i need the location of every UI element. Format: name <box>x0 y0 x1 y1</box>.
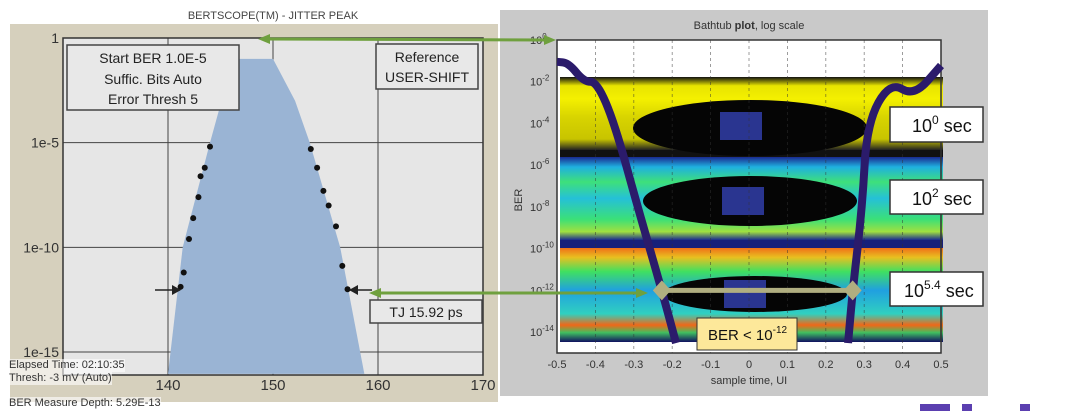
eye-center-square <box>722 187 764 215</box>
tj-value: TJ 15.92 ps <box>389 304 462 320</box>
bathtub-curve <box>556 57 680 345</box>
label-1e2-sec: 102 sec <box>889 179 984 215</box>
ber-threshold-label: BER < 10-12 <box>696 317 798 351</box>
connector-arrow-tj <box>369 288 648 298</box>
ber-marker-line <box>652 280 862 301</box>
elapsed-time: Elapsed Time: 02:10:35 <box>9 359 125 372</box>
left-points <box>177 143 351 293</box>
jitter-area <box>168 58 365 374</box>
marker-diamond <box>843 280 862 301</box>
right-ylabel: BER <box>513 189 525 212</box>
data-point <box>197 173 204 180</box>
settings-line: Start BER 1.0E-5 <box>99 50 207 66</box>
data-point <box>333 223 339 230</box>
svg-text:BER < 10-12: BER < 10-12 <box>708 325 788 344</box>
y-tick-label: 1e-5 <box>31 135 59 151</box>
y-tick-label: 10-8 <box>530 199 550 214</box>
data-point <box>207 143 213 150</box>
data-point <box>314 164 321 171</box>
data-point <box>325 202 332 209</box>
data-point <box>201 164 208 171</box>
x-tick-label: 0.3 <box>857 359 872 371</box>
data-point <box>320 187 327 194</box>
y-tick-label: 10-6 <box>530 157 550 172</box>
x-tick-label: 0.4 <box>895 359 910 371</box>
y-tick-label: 10-2 <box>530 74 550 89</box>
reference-line: USER-SHIFT <box>385 69 469 85</box>
data-point <box>339 262 346 269</box>
x-tick-label: -0.2 <box>663 359 682 371</box>
marker-diamond <box>652 280 671 301</box>
tj-bracket-right <box>349 285 372 295</box>
svg-text:102 sec: 102 sec <box>912 186 972 209</box>
band-separator <box>560 240 943 248</box>
x-tick-label: -0.5 <box>548 359 567 371</box>
connector-arrow-top <box>258 34 556 45</box>
eye-center-square <box>720 112 762 140</box>
label-1e5.4-sec: 105.4 sec <box>889 271 984 307</box>
x-tick-label: -0.3 <box>624 359 643 371</box>
tj-bracket-left <box>155 285 181 295</box>
y-tick-label: 10-10 <box>530 241 554 256</box>
y-tick-label: 1e-10 <box>23 239 59 255</box>
reference-box: Reference USER-SHIFT <box>375 43 479 90</box>
data-point <box>180 269 187 276</box>
eye-heatmap <box>560 77 943 342</box>
data-point <box>190 215 197 222</box>
x-tick-label: 0.1 <box>780 359 795 371</box>
y-tick-label: 1e-15 <box>23 344 59 360</box>
x-tick-label: 0 <box>746 359 752 371</box>
svg-text:100 sec: 100 sec <box>912 113 972 136</box>
x-tick-label: 140 <box>155 377 180 394</box>
reference-line: Reference <box>395 49 460 65</box>
x-tick-label: 170 <box>470 377 495 394</box>
data-point <box>186 236 192 243</box>
left-ticks: 140 150 160 170 1 1e-5 1e-10 1e-15 <box>23 30 495 394</box>
right-chart-title: Bathtub plot, log scale <box>694 20 805 32</box>
y-tick-label: 10-4 <box>530 115 550 130</box>
data-point <box>344 286 351 293</box>
data-point <box>307 145 314 152</box>
bathtub-curves <box>556 57 945 345</box>
x-tick-label: 160 <box>365 377 390 394</box>
threshold: Thresh: -3 mV (Auto) <box>9 372 112 385</box>
logo-fragment <box>920 404 1030 411</box>
data-point <box>177 283 184 290</box>
ber-measure-depth: BER Measure Depth: 5.29E-13 <box>9 397 161 410</box>
settings-line: Error Thresh 5 <box>108 91 198 107</box>
right-xlabel: sample time, UI <box>711 375 787 387</box>
x-tick-label: 0.5 <box>933 359 948 371</box>
settings-line: Suffic. Bits Auto <box>104 71 202 87</box>
bathtub-curve <box>844 62 945 344</box>
label-1e0-sec: 100 sec <box>889 106 984 143</box>
settings-box: Start BER 1.0E-5 Suffic. Bits Auto Error… <box>66 44 240 111</box>
y-tick-label: 10-14 <box>530 324 554 339</box>
x-tick-label: 0.2 <box>818 359 833 371</box>
x-tick-label: 150 <box>260 377 285 394</box>
left-chart-title: BERTSCOPE(TM) - JITTER PEAK <box>188 10 359 22</box>
svg-text:105.4 sec: 105.4 sec <box>904 278 974 301</box>
x-tick-label: -0.1 <box>701 359 720 371</box>
x-tick-label: -0.4 <box>586 359 605 371</box>
data-point <box>195 194 202 201</box>
y-tick-label: 1 <box>51 30 59 46</box>
eye-center-square <box>724 280 766 308</box>
tj-box: TJ 15.92 ps <box>369 299 483 324</box>
